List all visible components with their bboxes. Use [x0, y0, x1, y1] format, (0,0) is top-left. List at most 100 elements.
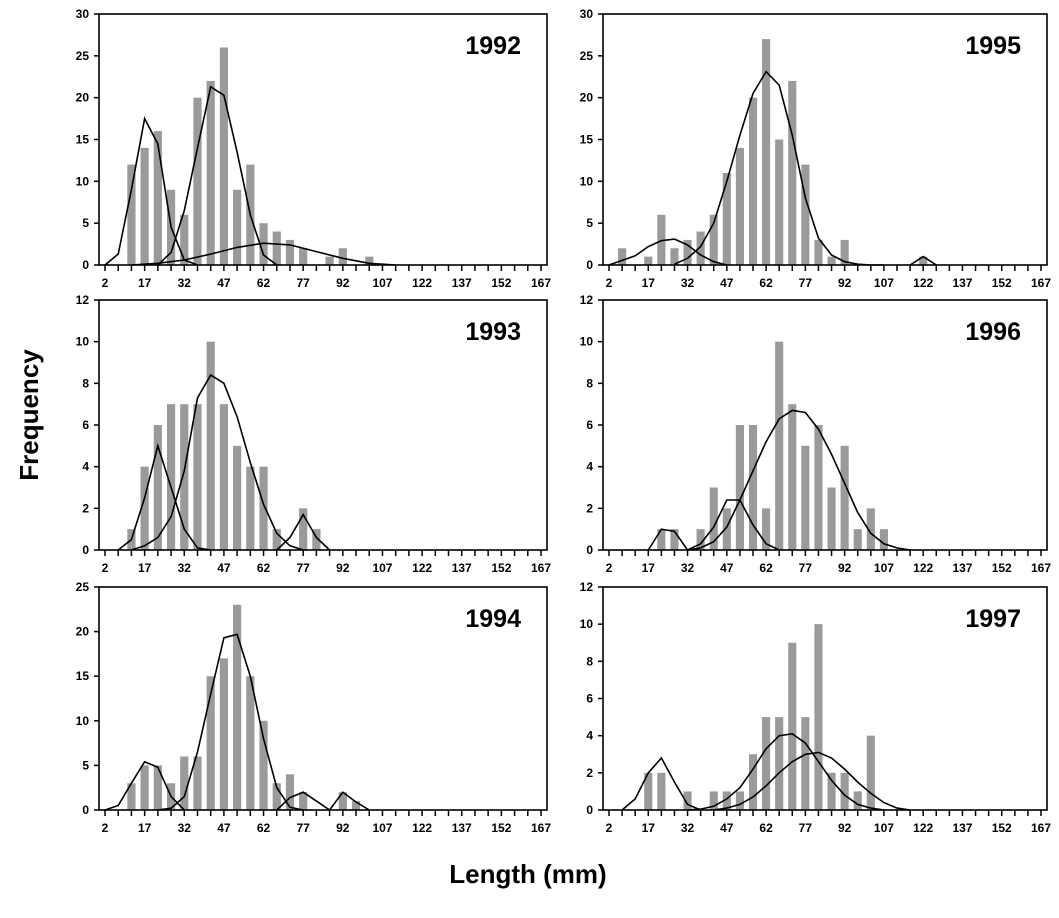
bar [259, 466, 268, 550]
y-tick-label: 10 [580, 335, 594, 349]
bar [193, 97, 202, 266]
bar [722, 791, 731, 810]
x-tick-label: 77 [799, 561, 813, 575]
bar [748, 425, 758, 550]
bar [153, 765, 162, 810]
bar [246, 676, 255, 810]
panel-1996: 2 17 32 47 62 77 92 107 122 137 152 167024681012199… [580, 293, 1052, 575]
x-tick-label: 137 [452, 276, 472, 290]
x-tick-label: 122 [913, 821, 933, 835]
bar [325, 256, 334, 265]
bar [709, 487, 718, 550]
bar [206, 80, 215, 265]
x-tick-label: 137 [952, 821, 972, 835]
x-tick-label: 92 [336, 821, 350, 835]
x-tick-label: 17 [642, 276, 656, 290]
bar [285, 239, 295, 265]
bar [814, 425, 823, 550]
y-tick-label: 20 [76, 625, 90, 639]
x-tick-label: 62 [759, 561, 773, 575]
x-tick-label: 17 [642, 821, 656, 835]
bar [193, 404, 202, 550]
x-tick-label: 152 [491, 561, 511, 575]
bar [233, 445, 242, 550]
fitted-curve [117, 442, 211, 551]
bar [233, 604, 242, 810]
bar [735, 425, 744, 550]
panel-year-label: 1995 [965, 32, 1021, 60]
bar [722, 508, 731, 550]
x-tick-label: 2 [606, 276, 613, 290]
x-axis-title: Length (mm) [449, 859, 606, 889]
y-tick-label: 6 [586, 692, 593, 706]
x-tick-label: 122 [913, 561, 933, 575]
bar [696, 529, 705, 550]
bar [153, 425, 162, 550]
bar [775, 717, 784, 810]
bar [722, 172, 731, 265]
panel-year-label: 1996 [965, 318, 1021, 346]
bar [618, 248, 627, 265]
bar [709, 791, 718, 810]
bar [801, 717, 810, 810]
x-tick-label: 137 [452, 821, 472, 835]
fitted-curve [131, 373, 304, 551]
x-tick-label: 17 [642, 561, 656, 575]
bar [272, 231, 281, 265]
fitted-curve [621, 756, 701, 811]
panel-1994: 2 17 32 47 62 77 92 107 122 137 152 167 0 5 10 15 20 25 19… [76, 580, 552, 835]
x-tick-label: 2 [606, 561, 613, 575]
y-tick-label: 12 [580, 293, 594, 307]
bar [748, 97, 758, 266]
x-tick-label: 62 [759, 276, 773, 290]
x-tick-label: 152 [491, 276, 511, 290]
bar [709, 214, 718, 265]
bar [788, 80, 797, 265]
bar [272, 783, 281, 810]
bar [735, 791, 744, 810]
x-tick-label: 47 [720, 276, 734, 290]
y-tick-label: 10 [76, 335, 90, 349]
bar [299, 508, 308, 550]
x-tick-label: 122 [913, 276, 933, 290]
y-tick-label: 15 [580, 133, 594, 147]
x-tick-label: 32 [681, 276, 695, 290]
y-tick-label: 0 [586, 803, 593, 817]
x-tick-label: 107 [874, 561, 894, 575]
bar [657, 529, 666, 550]
x-tick-label: 92 [838, 561, 852, 575]
bar [919, 256, 928, 265]
bar [644, 772, 653, 810]
fitted-curve [909, 255, 937, 266]
y-tick-label: 0 [82, 803, 89, 817]
fitted-curve [328, 791, 370, 811]
y-tick-label: 10 [76, 174, 90, 188]
x-tick-label: 62 [257, 561, 271, 575]
bar [840, 239, 849, 265]
x-tick-label: 32 [681, 821, 695, 835]
panel-year-label: 1997 [965, 605, 1021, 633]
x-tick-label: 92 [336, 276, 350, 290]
bar [735, 147, 744, 265]
bar [180, 756, 189, 810]
bar [166, 404, 176, 550]
fitted-curve [157, 85, 278, 266]
bar [299, 792, 308, 810]
x-tick-label: 152 [992, 276, 1012, 290]
bar [879, 529, 888, 550]
bar [312, 529, 321, 550]
plot-frame [98, 586, 548, 811]
x-tick-label: 47 [217, 561, 231, 575]
bar [866, 735, 875, 810]
y-tick-label: 5 [586, 216, 593, 230]
x-tick-label: 137 [952, 276, 972, 290]
panel-year-label: 1994 [465, 605, 521, 633]
fitted-curve [104, 116, 198, 266]
bar [788, 642, 797, 810]
y-tick-label: 25 [76, 580, 90, 594]
panel-1997: 2 17 32 47 62 77 92 107 122 137 152 167024681012199… [580, 580, 1052, 835]
y-tick-label: 4 [82, 460, 89, 474]
x-tick-label: 92 [838, 276, 852, 290]
y-tick-label: 2 [82, 501, 89, 515]
